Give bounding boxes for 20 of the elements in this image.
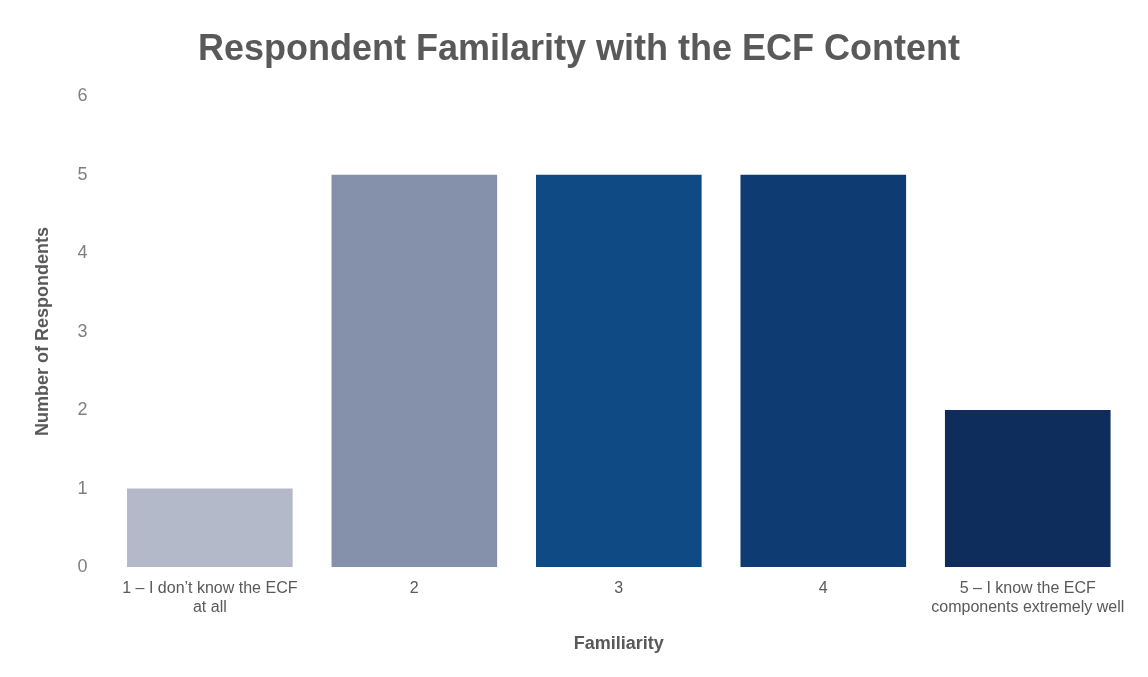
- y-tick-label: 6: [77, 85, 88, 106]
- bar: [740, 174, 907, 567]
- y-axis-title: Number of Respondents: [31, 227, 52, 437]
- x-tick-label: 5 – I know the ECF components extremely well: [931, 579, 1125, 616]
- y-tick-label: 4: [77, 242, 88, 263]
- bar: [944, 410, 1111, 567]
- y-tick-label: 3: [77, 320, 88, 341]
- chart-title: Respondent Familarity with the ECF Content: [197, 26, 961, 68]
- bar: [535, 174, 702, 567]
- x-tick-label: 1 – I don’t know the ECF at all: [122, 579, 298, 616]
- x-tick-label: 3: [614, 579, 624, 597]
- x-tick-label: 2: [409, 579, 419, 597]
- bar: [331, 174, 498, 567]
- y-tick-label: 5: [77, 163, 88, 184]
- x-tick-label: 4: [818, 579, 828, 597]
- y-tick-label: 0: [77, 555, 88, 576]
- bar: [127, 488, 293, 567]
- x-axis-title: Familiarity: [573, 633, 664, 654]
- y-tick-label: 1: [77, 477, 88, 498]
- y-tick-label: 2: [77, 399, 88, 420]
